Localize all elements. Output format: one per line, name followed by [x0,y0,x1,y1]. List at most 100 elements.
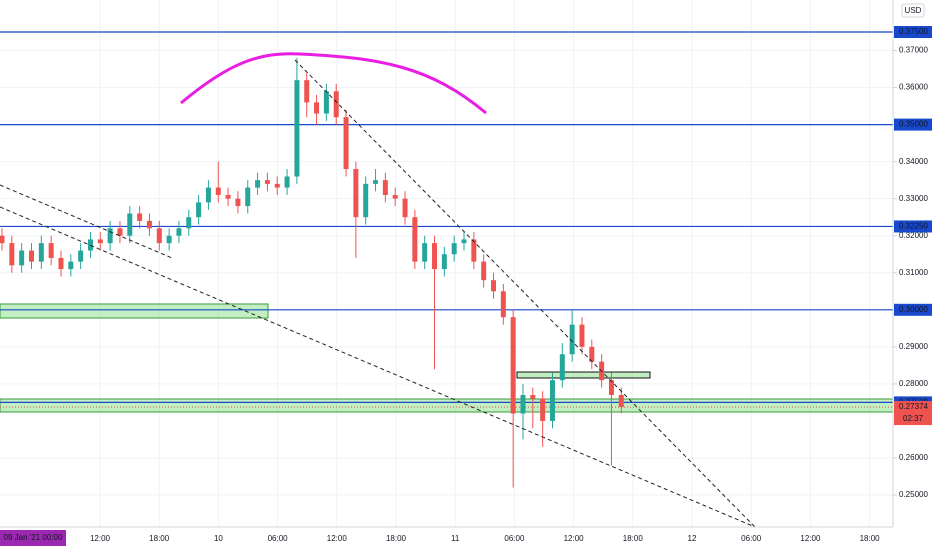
candle-body [382,180,388,195]
candle-body [196,202,202,218]
candle-body [245,187,251,207]
price-axis: 0.25000 0.26000 0.28000 0.29000 0.31000 0.320… [893,26,932,499]
zone [0,398,894,413]
level-badge [894,26,932,39]
candle-body [294,80,300,177]
level-label: 0.35000 [899,120,928,129]
time-label: 10 [214,534,223,543]
candle-body [127,213,133,236]
candle-body [461,239,467,244]
candle-body [48,243,54,258]
candle-body [225,194,231,199]
candle-body [559,354,565,381]
candle-body [608,380,614,395]
time-label: 18:00 [386,534,407,543]
grid [0,0,893,527]
candle-body [215,187,221,195]
candle-body [314,102,320,114]
time-label: 06:00 [268,534,289,543]
candle-body [618,394,624,408]
time-label: 11 [451,534,460,543]
level-label: 0.30000 [899,305,928,314]
currency-badge[interactable] [901,3,925,18]
candle-body [186,217,192,229]
candle-body [137,213,143,221]
y-tick-label: 0.25000 [899,490,928,499]
zone [516,371,651,379]
time-label: 18:00 [623,534,644,543]
last-price: 0.27374 [899,402,928,411]
level-badge [894,303,932,316]
candle-body [176,228,182,236]
countdown: 02:37 [903,414,924,423]
candle-body [363,183,369,218]
candle-body [284,176,290,188]
level-badge [894,220,932,233]
candle-body [432,243,438,270]
y-tick-label: 0.31000 [899,268,928,277]
y-tick-label: 0.33000 [899,194,928,203]
candle-body [117,228,123,236]
cursor-time: 09 Jan '21 00:00 [4,533,63,542]
candle-body [255,180,261,188]
level-label: 0.32250 [899,222,928,231]
candle-body [569,324,575,355]
y-tick-label: 0.28000 [899,379,928,388]
arc-drawing [180,52,487,115]
zone [0,303,269,319]
y-tick-label: 0.34000 [899,157,928,166]
candle-body [156,228,162,244]
time-label: 18:00 [149,534,170,543]
time-axis: 12:00 18:00 10 06:00 12:00 18:00 11 06:00 12:00 1… [0,530,880,546]
y-tick-label: 0.32000 [899,231,928,240]
time-label: 12:00 [800,534,821,543]
candle-body [235,198,241,207]
time-label: 12 [688,534,697,543]
time-label: 06:00 [741,534,762,543]
y-tick-label: 0.36000 [899,83,928,92]
candle-body [481,261,487,281]
level-label: 0.37500 [899,27,928,36]
candle-body [530,394,536,399]
drawings [0,52,756,528]
candle-body [491,280,496,292]
trend-line [0,184,173,259]
candle-body [28,250,34,262]
candle-body [412,217,418,262]
candle-body [97,239,103,244]
candle-body [520,394,526,414]
candle-body [264,180,270,184]
candle-body [500,291,506,318]
candle-body [333,91,339,118]
time-label: 06:00 [504,534,525,543]
candle-body [166,235,172,244]
candle-body [510,317,516,414]
candle-body [471,239,477,262]
candle-body [579,324,585,347]
trend-line [0,206,756,528]
candle-body [68,261,74,270]
candle-body [304,80,310,103]
candle-body [274,183,280,188]
candle-body [549,380,555,421]
candle-body [353,169,359,218]
level-badge [894,118,932,131]
candle-body [107,228,113,244]
candle-body [58,257,64,270]
candle-body [589,346,595,362]
candle-body [38,243,44,262]
y-tick-label: 0.26000 [899,453,928,462]
time-label: 12:00 [327,534,348,543]
candle-body [0,235,5,244]
time-label: 18:00 [860,534,881,543]
candle-body [343,117,349,170]
candle-body [323,91,329,114]
cursor-time-badge [0,530,66,546]
y-tick-label: 0.37000 [899,46,928,55]
candle-body [451,243,457,255]
candle-body [205,187,211,203]
candle-body [422,243,428,262]
candles [0,57,624,488]
